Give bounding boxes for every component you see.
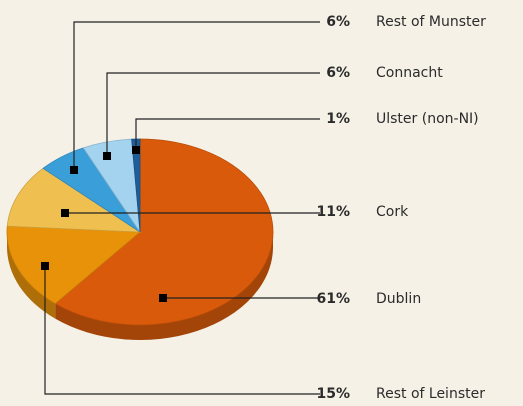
category-label: Ulster (non-NI) <box>376 111 479 127</box>
category-label: Connacht <box>376 65 443 81</box>
callout-line <box>106 72 320 156</box>
category-label: Rest of Leinster <box>376 386 485 402</box>
value-label: 11% <box>316 204 350 220</box>
callout-marker <box>103 152 111 160</box>
value-label: 1% <box>326 111 350 127</box>
value-label: 6% <box>326 14 350 30</box>
slice <box>54 138 274 326</box>
slice-side <box>7 232 56 319</box>
category-label: Rest of Munster <box>376 14 486 30</box>
slice-side <box>55 232 273 340</box>
callout-line <box>73 21 320 170</box>
category-label: Cork <box>376 204 409 220</box>
value-label: 6% <box>326 65 350 81</box>
slice <box>6 167 142 233</box>
slice <box>6 225 142 305</box>
callout-marker <box>159 294 167 302</box>
value-label: 61% <box>316 291 350 307</box>
callout-marker <box>70 166 78 174</box>
category-label: Dublin <box>376 291 421 307</box>
callout-marker <box>61 209 69 217</box>
callout-line <box>44 266 320 395</box>
callout-line <box>135 118 320 150</box>
callout-marker <box>132 146 140 154</box>
value-label: 15% <box>316 386 350 402</box>
callout-marker <box>41 262 49 270</box>
